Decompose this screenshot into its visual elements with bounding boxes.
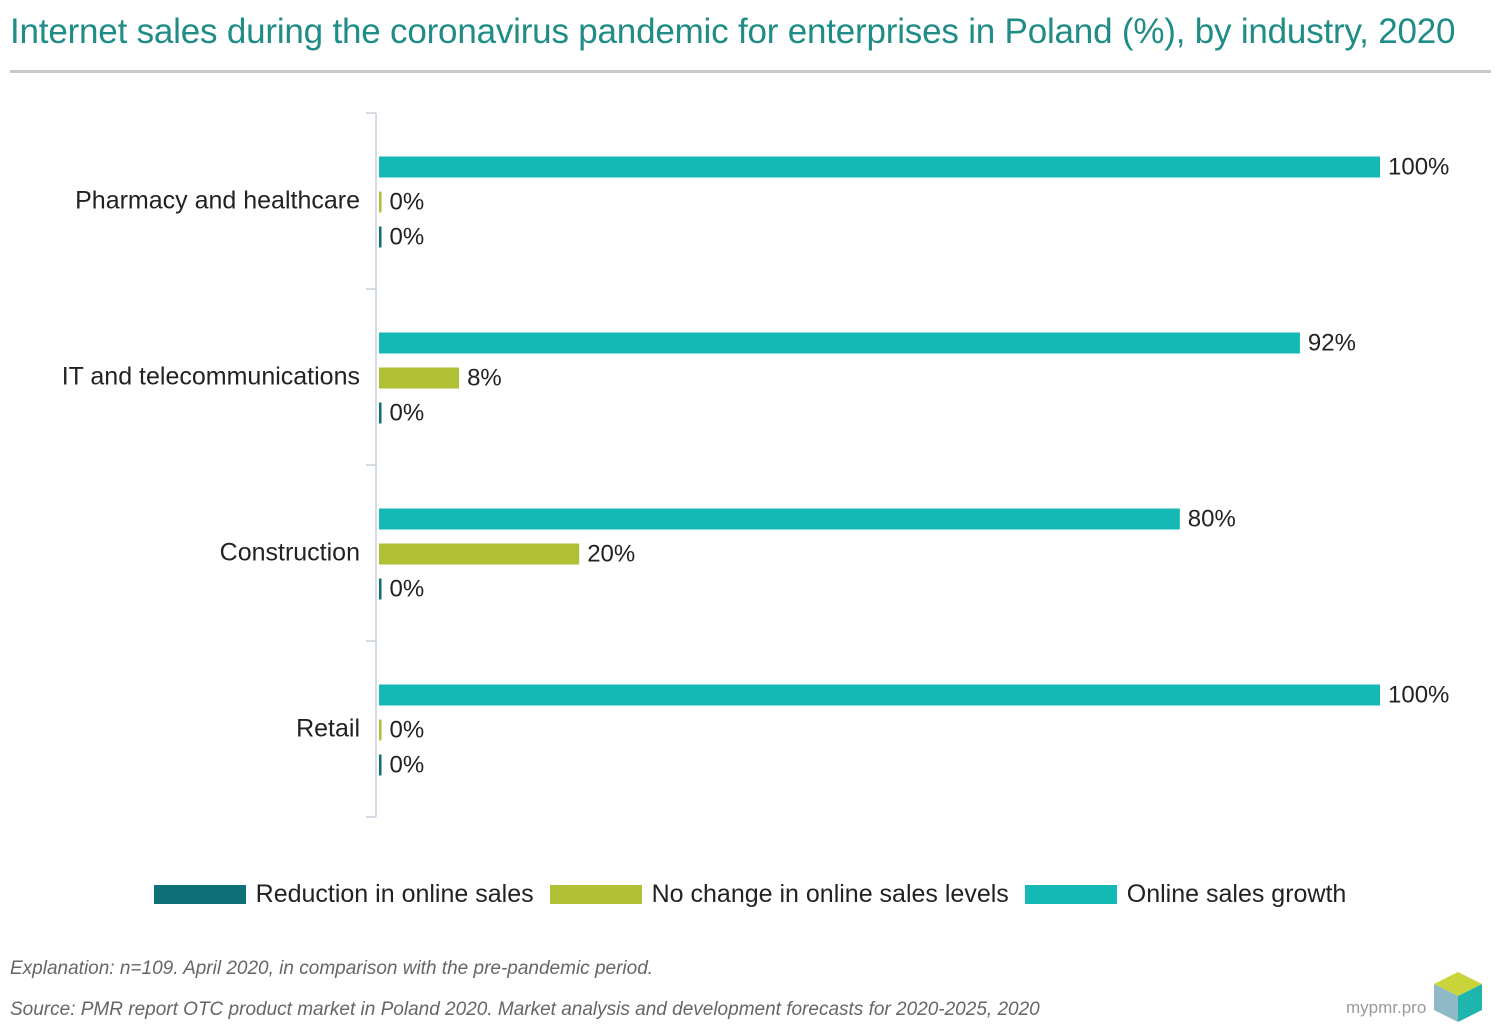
chart-legend: Reduction in online sales No change in o… (0, 880, 1500, 909)
legend-item-no-change: No change in online sales levels (549, 880, 1009, 909)
data-label-no-change-in-online-sales-levels-retail: 0% (390, 716, 425, 743)
source-note: Source: PMR report OTC product market in… (10, 999, 1040, 1020)
bar-no-change-in-online-sales-levels-it-and-telecommunications (379, 367, 460, 389)
legend-label-reduction: Reduction in online sales (255, 880, 534, 908)
data-label-reduction-in-online-sales-pharmacy-and-healthcare: 0% (390, 223, 425, 250)
bar-online-sales-growth-it-and-telecommunications (379, 332, 1300, 354)
category-label-retail: Retail (296, 715, 360, 743)
data-label-reduction-in-online-sales-it-and-telecommunications: 0% (390, 399, 425, 426)
bar-online-sales-growth-retail (379, 684, 1380, 706)
title-divider (10, 70, 1491, 73)
data-label-no-change-in-online-sales-levels-construction: 20% (587, 540, 635, 567)
bar-chart: Pharmacy and healthcare 100% 0% 0% IT and te… (62, 112, 1449, 818)
brand-name: mypmr.pro (1346, 998, 1427, 1017)
data-label-online-sales-growth-pharmacy-and-healthcare: 100% (1388, 153, 1449, 180)
data-label-reduction-in-online-sales-retail: 0% (390, 751, 425, 778)
data-label-online-sales-growth-retail: 100% (1388, 681, 1449, 708)
legend-label-no-change: No change in online sales levels (651, 880, 1009, 908)
data-label-no-change-in-online-sales-levels-it-and-telecommunications: 8% (467, 364, 502, 391)
bar-reduction-in-online-sales-construction (379, 578, 382, 600)
legend-swatch-no-change (549, 885, 642, 904)
bar-reduction-in-online-sales-pharmacy-and-healthcare (379, 226, 382, 248)
category-label-construction: Construction (220, 539, 360, 567)
bar-online-sales-growth-construction (379, 508, 1180, 530)
brand-cube-logo (1434, 972, 1482, 1022)
legend-swatch-growth (1024, 885, 1117, 904)
data-label-reduction-in-online-sales-construction: 0% (390, 575, 425, 602)
legend-item-growth: Online sales growth (1024, 880, 1347, 909)
bar-no-change-in-online-sales-levels-pharmacy-and-healthcare (379, 191, 382, 213)
bar-no-change-in-online-sales-levels-retail (379, 719, 382, 741)
legend-swatch-reduction (153, 885, 246, 904)
bar-reduction-in-online-sales-retail (379, 754, 382, 776)
category-label-it-and-telecommunications: IT and telecommunications (62, 363, 360, 391)
data-label-online-sales-growth-it-and-telecommunications: 92% (1308, 329, 1356, 356)
category-label-pharmacy-and-healthcare: Pharmacy and healthcare (75, 187, 360, 215)
bar-online-sales-growth-pharmacy-and-healthcare (379, 156, 1380, 178)
explanation-note: Explanation: n=109. April 2020, in compa… (10, 958, 654, 979)
data-label-online-sales-growth-construction: 80% (1188, 505, 1236, 532)
bar-reduction-in-online-sales-it-and-telecommunications (379, 402, 382, 424)
data-label-no-change-in-online-sales-levels-pharmacy-and-healthcare: 0% (390, 188, 425, 215)
bar-no-change-in-online-sales-levels-construction (379, 543, 580, 565)
legend-label-growth: Online sales growth (1126, 880, 1347, 908)
legend-item-reduction: Reduction in online sales (153, 880, 534, 909)
chart-title: Internet sales during the coronavirus pa… (10, 12, 1456, 51)
